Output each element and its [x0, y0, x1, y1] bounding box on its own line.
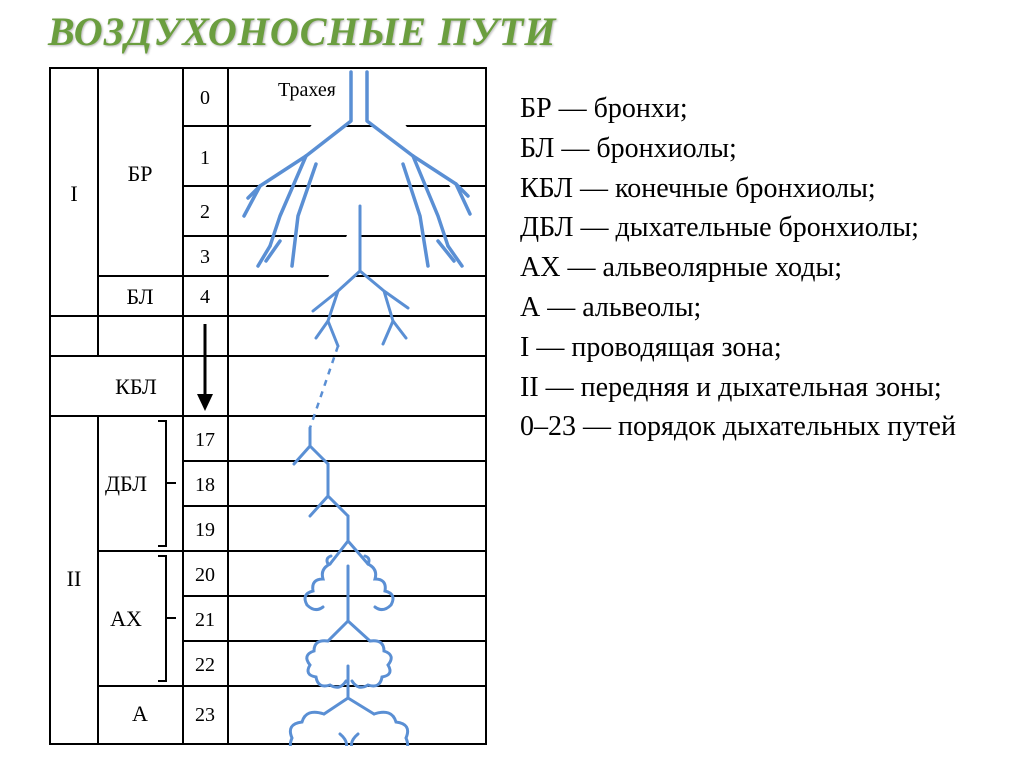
legend-abbr: I [520, 332, 529, 363]
legend-abbr: БЛ [520, 133, 554, 164]
row-18: 18 [195, 474, 215, 496]
legend-abbr: 0–23 [520, 411, 576, 442]
airways-diagram: I II БР БЛ КБЛ ДБЛ АХ А 0 1 2 3 4 17 18 … [48, 66, 488, 746]
respiratory-tree [290, 428, 407, 746]
legend-desc: альвеолы; [582, 292, 701, 323]
legend-item: 0–23 — порядок дыхательных путей [520, 408, 1000, 446]
arrow-down-icon [197, 324, 213, 411]
zone-1-label: I [70, 181, 77, 206]
legend-item: ДБЛ — дыхательные бронхиолы; [520, 209, 1000, 247]
row-2: 2 [200, 201, 210, 223]
legend-abbr: КБЛ [520, 173, 573, 204]
row-17: 17 [195, 429, 215, 451]
legend-desc: бронхиолы; [596, 133, 736, 164]
legend-desc: конечные бронхиолы; [615, 173, 876, 204]
legend-item: А — альвеолы; [520, 289, 1000, 327]
legend-desc: передняя и дыхательная зоны; [581, 372, 942, 403]
row-3: 3 [200, 246, 210, 268]
legend-item: КБЛ — конечные бронхиолы; [520, 170, 1000, 208]
legend-desc: альвеолярные ходы; [602, 252, 842, 283]
code-br: БР [128, 161, 153, 186]
diagram-svg: I II БР БЛ КБЛ ДБЛ АХ А 0 1 2 3 4 17 18 … [48, 66, 488, 746]
legend-abbr: ДБЛ [520, 212, 573, 243]
row-20: 20 [195, 564, 215, 586]
bronchial-tree [244, 72, 470, 346]
row-19: 19 [195, 519, 215, 541]
code-bl: БЛ [126, 284, 153, 309]
legend-abbr: АХ [520, 252, 560, 283]
legend-item: БЛ — бронхиолы; [520, 130, 1000, 168]
legend-desc: бронхи; [594, 93, 688, 124]
legend-item: II — передняя и дыхательная зоны; [520, 369, 1000, 407]
code-kbl: КБЛ [115, 374, 157, 399]
legend: БР — бронхи; БЛ — бронхиолы; КБЛ — конеч… [520, 90, 1000, 448]
row-4: 4 [200, 286, 210, 308]
legend-abbr: А [520, 292, 540, 323]
legend-desc: проводящая зона; [571, 332, 781, 363]
legend-item: I — проводящая зона; [520, 329, 1000, 367]
legend-abbr: БР [520, 93, 552, 124]
page-title: ВОЗДУХОНОСНЫЕ ПУТИ [48, 8, 556, 55]
row-1: 1 [200, 147, 210, 169]
code-ax: АХ [110, 606, 142, 631]
legend-desc: порядок дыхательных путей [618, 411, 956, 442]
row-21: 21 [195, 609, 215, 631]
legend-item: АХ — альвеолярные ходы; [520, 249, 1000, 287]
code-a: А [132, 701, 148, 726]
zone-2-label: II [67, 566, 82, 591]
trachea-label: Трахея [278, 79, 336, 101]
row-23: 23 [195, 704, 215, 726]
row-22: 22 [195, 654, 215, 676]
legend-abbr: II [520, 372, 539, 403]
legend-desc: дыхательные бронхиолы; [615, 212, 918, 243]
row-0: 0 [200, 87, 210, 109]
code-dbl: ДБЛ [105, 471, 147, 496]
legend-item: БР — бронхи; [520, 90, 1000, 128]
